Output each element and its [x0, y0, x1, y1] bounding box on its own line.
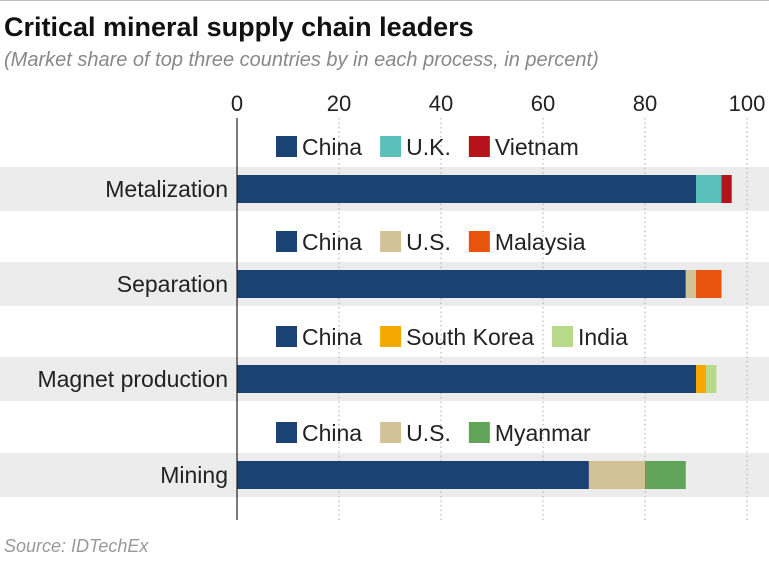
legend-label: China [302, 420, 362, 446]
legend-swatch [276, 136, 297, 157]
bar-segment-china [237, 175, 696, 203]
chart-title: Critical mineral supply chain leaders [4, 12, 474, 42]
bar-segment-malaysia [696, 270, 722, 298]
category-label: Separation [117, 271, 228, 297]
bar-segment-china [237, 270, 686, 298]
bar-segment-china [237, 365, 696, 393]
legend-label: China [302, 229, 362, 255]
legend-label: South Korea [406, 324, 534, 350]
legend-swatch [380, 136, 402, 157]
x-tick-label: 0 [231, 91, 243, 116]
bar-segment-u-k- [696, 175, 722, 203]
source-note: Source: IDTechEx [4, 536, 149, 556]
legend-swatch [276, 422, 297, 443]
x-tick-label: 80 [633, 91, 657, 116]
legend-label: China [302, 324, 362, 350]
legend-swatch [276, 326, 297, 347]
x-tick-label: 40 [429, 91, 453, 116]
legend-label: India [578, 324, 628, 350]
bar-segment-vietnam [721, 175, 732, 203]
x-tick-label: 100 [729, 91, 766, 116]
legend-label: China [302, 134, 362, 160]
bar-segment-u-s- [685, 270, 696, 298]
legend-swatch [551, 326, 573, 347]
legend-swatch [380, 422, 402, 443]
legend-label: U.S. [406, 420, 451, 446]
chart-subtitle: (Market share of top three countries by … [4, 49, 599, 71]
legend-label: Vietnam [495, 134, 579, 160]
top-rule [0, 0, 769, 1]
category-label: Magnet production [37, 366, 228, 392]
bar-segment-u-s- [588, 461, 645, 489]
legend-swatch [380, 231, 402, 252]
x-tick-label: 20 [327, 91, 351, 116]
legend-label: Myanmar [495, 420, 591, 446]
legend-label: U.K. [406, 134, 451, 160]
legend-label: Malaysia [495, 229, 586, 255]
legend-swatch [468, 422, 490, 443]
legend-swatch [380, 326, 402, 347]
legend-swatch [468, 136, 490, 157]
bar-segment-south-korea [696, 365, 707, 393]
category-label: Mining [160, 462, 228, 488]
bar-segment-china [237, 461, 589, 489]
legend-swatch [276, 231, 297, 252]
x-tick-label: 60 [531, 91, 555, 116]
bar-segment-india [706, 365, 717, 393]
legend-swatch [468, 231, 490, 252]
bar-segment-myanmar [645, 461, 686, 489]
category-label: Metalization [105, 176, 228, 202]
legend-label: U.S. [406, 229, 451, 255]
